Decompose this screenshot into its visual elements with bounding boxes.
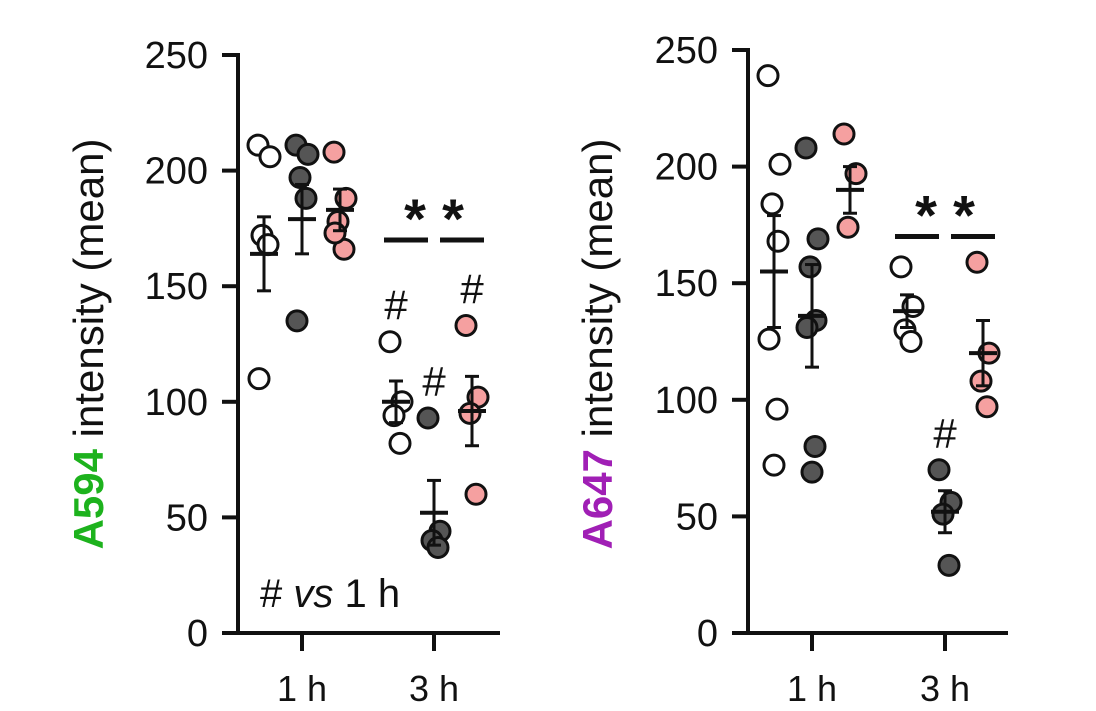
significance-star: * [404, 187, 426, 250]
data-point-open [757, 327, 781, 351]
y-tick-label: 200 [145, 151, 208, 193]
data-point-dark [296, 142, 320, 166]
data-point-pink [832, 122, 856, 146]
y-axis-label-rest: intensity (mean) [65, 139, 112, 449]
note-vs: vs [293, 572, 333, 616]
hash-mark: # [422, 358, 446, 405]
significance-star: * [915, 184, 937, 247]
significance-star: * [953, 184, 975, 247]
data-point-pink [322, 140, 346, 164]
data-point-open [766, 229, 790, 253]
y-axis-label-accent: A594 [65, 448, 112, 549]
y-tick-label: 150 [655, 263, 718, 305]
y-tick-label: 0 [697, 613, 718, 655]
x-tick-label: 3 h [920, 668, 970, 709]
significance-star: * [442, 187, 464, 250]
data-point-dark [937, 553, 961, 577]
data-point-open [762, 453, 786, 477]
data-point-dark [794, 136, 818, 160]
data-point-pink [975, 395, 999, 419]
data-point-pink [464, 482, 488, 506]
y-tick-label: 50 [166, 497, 208, 539]
data-point-dark [803, 434, 827, 458]
y-axis-label-accent: A647 [574, 449, 621, 549]
data-point-pink [458, 401, 482, 425]
data-point-open [378, 330, 402, 354]
hash-mark: # [933, 410, 957, 457]
data-point-pink [454, 314, 478, 338]
data-point-open [768, 152, 792, 176]
y-axis-label: A594 intensity (mean) [65, 139, 112, 550]
data-point-open [247, 367, 271, 391]
data-point-open [256, 233, 280, 257]
data-point-pink [969, 369, 993, 393]
y-tick-label: 0 [187, 613, 208, 655]
y-tick-label: 150 [145, 266, 208, 308]
data-point-dark [416, 406, 440, 430]
data-point-open [765, 397, 789, 421]
y-tick-label: 250 [655, 30, 718, 72]
data-point-dark [800, 460, 824, 484]
data-point-open [760, 192, 784, 216]
data-point-dark [426, 535, 450, 559]
data-point-dark [927, 458, 951, 482]
y-tick-label: 100 [145, 382, 208, 424]
hash-mark: # [460, 266, 484, 313]
y-tick-label: 100 [655, 380, 718, 422]
data-point-dark [294, 186, 318, 210]
data-point-open [899, 330, 923, 353]
data-point-open [382, 404, 406, 428]
y-tick-label: 50 [676, 496, 718, 538]
x-tick-label: 1 h [277, 668, 327, 709]
data-point-dark [798, 255, 822, 279]
data-point-pink [965, 250, 989, 274]
data-point-dark [931, 502, 955, 526]
chart-panel-a594: 0 50 100 150 200 250 1 h 3 h A594 intensity (mea… [65, 35, 500, 709]
y-axis-label: A647 intensity (mean) [574, 139, 621, 550]
note-vs-1h: # vs 1 h [260, 572, 400, 616]
note-1h: 1 h [333, 572, 400, 616]
chart-panel-a647: 0 50 100 150 200 250 1 h 3 h A647 intensity (mea… [574, 30, 1008, 709]
data-point-pink [836, 215, 860, 239]
note-hash: # [260, 572, 293, 616]
data-point-open [756, 64, 780, 88]
data-point-dark [806, 227, 830, 251]
y-tick-label: 200 [655, 147, 718, 189]
x-tick-label: 1 h [787, 668, 837, 709]
data-point-pink [323, 221, 347, 245]
data-point-open [388, 431, 412, 455]
data-point-open [258, 145, 282, 169]
hash-mark: # [384, 282, 408, 329]
data-point-dark [288, 166, 312, 190]
data-point-dark [795, 316, 819, 340]
data-point-open [889, 255, 913, 279]
x-tick-label: 3 h [409, 668, 459, 709]
y-tick-label: 250 [145, 35, 208, 77]
y-axis-label-rest: intensity (mean) [574, 139, 621, 449]
data-point-dark [285, 309, 309, 333]
